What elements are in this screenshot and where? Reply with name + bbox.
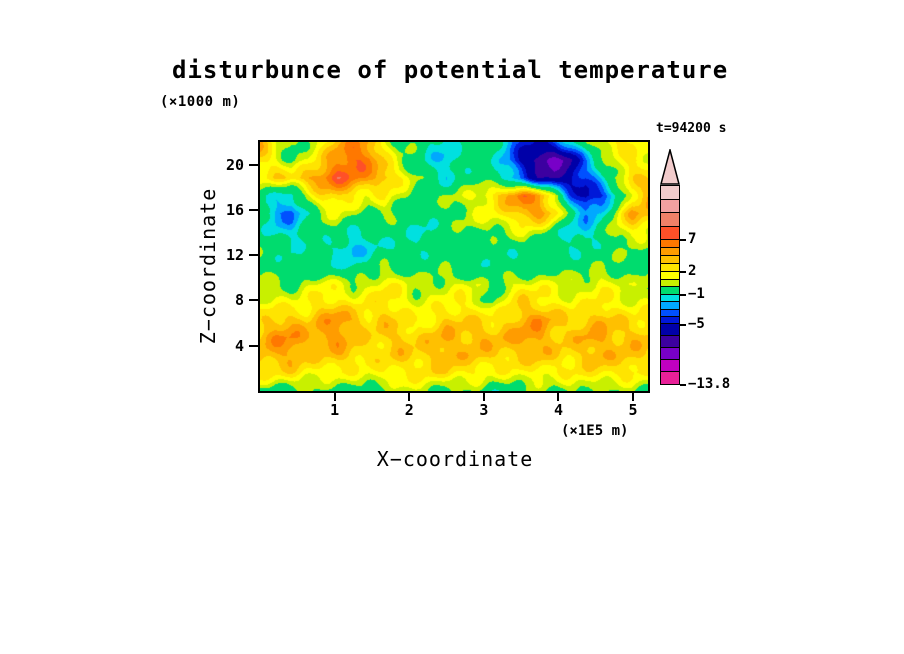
colorbar-segment: [661, 348, 679, 361]
x-tick: [408, 393, 411, 401]
x-tick: [557, 393, 560, 401]
colorbar-segment: [661, 360, 679, 372]
x-tick: [482, 393, 485, 401]
colorbar-segment: [661, 287, 679, 295]
colorbar-segment: [661, 371, 679, 384]
colorbar-label: −1: [688, 286, 705, 302]
colorbar-segment: [661, 309, 679, 318]
colorbar-segment: [661, 317, 679, 325]
colorbar: [660, 185, 680, 385]
x-tick-label: 5: [628, 401, 638, 419]
page-title: disturbunce of potential temperature: [172, 56, 729, 84]
colorbar-label: 7: [688, 231, 697, 247]
y-tick: [249, 163, 258, 166]
y-axis-label: Z−coordinate: [196, 187, 220, 345]
colorbar-segment: [661, 199, 679, 214]
y-tick: [249, 254, 258, 257]
colorbar-segment: [661, 240, 679, 249]
colorbar-segment: [661, 272, 679, 280]
colorbar-arrow-icon: [660, 149, 680, 185]
colorbar-tick: [680, 271, 686, 273]
x-units-label: (×1E5 m): [561, 423, 629, 439]
y-tick: [249, 299, 258, 302]
y-tick-label: 16: [225, 200, 244, 219]
colorbar-label: −5: [688, 316, 705, 332]
x-tick: [333, 393, 336, 401]
x-axis-label: X−coordinate: [376, 447, 534, 471]
colorbar-tick: [680, 324, 686, 326]
colorbar-segment: [661, 213, 679, 227]
y-tick: [249, 344, 258, 347]
colorbar-segment: [661, 186, 679, 200]
colorbar-segment: [661, 302, 679, 310]
plot-frame: [258, 140, 650, 393]
y-tick-label: 12: [225, 246, 244, 265]
x-tick-label: 1: [330, 401, 340, 419]
colorbar-label: 2: [688, 263, 697, 279]
colorbar-segment: [661, 294, 679, 303]
colorbar-tick: [680, 294, 686, 296]
colorbar-segment: [661, 226, 679, 241]
contour-canvas: [260, 142, 648, 391]
colorbar-segment: [661, 336, 679, 349]
colorbar-segment: [661, 279, 679, 288]
y-tick: [249, 208, 258, 211]
colorbar-segment: [661, 256, 679, 265]
y-tick-label: 8: [234, 291, 244, 310]
x-tick: [632, 393, 635, 401]
x-tick-label: 3: [479, 401, 489, 419]
colorbar-tick: [680, 384, 686, 386]
colorbar-label: −13.8: [688, 376, 731, 392]
colorbar-segment: [661, 264, 679, 273]
colorbar-segment: [661, 248, 679, 257]
colorbar-tick: [680, 239, 686, 241]
y-tick-label: 4: [234, 336, 244, 355]
x-tick-label: 4: [553, 401, 563, 419]
time-label: t=94200 s: [656, 121, 727, 136]
y-tick-label: 20: [225, 155, 244, 174]
x-tick-label: 2: [404, 401, 414, 419]
colorbar-segment: [661, 324, 679, 337]
y-units-label: (×1000 m): [160, 94, 241, 110]
